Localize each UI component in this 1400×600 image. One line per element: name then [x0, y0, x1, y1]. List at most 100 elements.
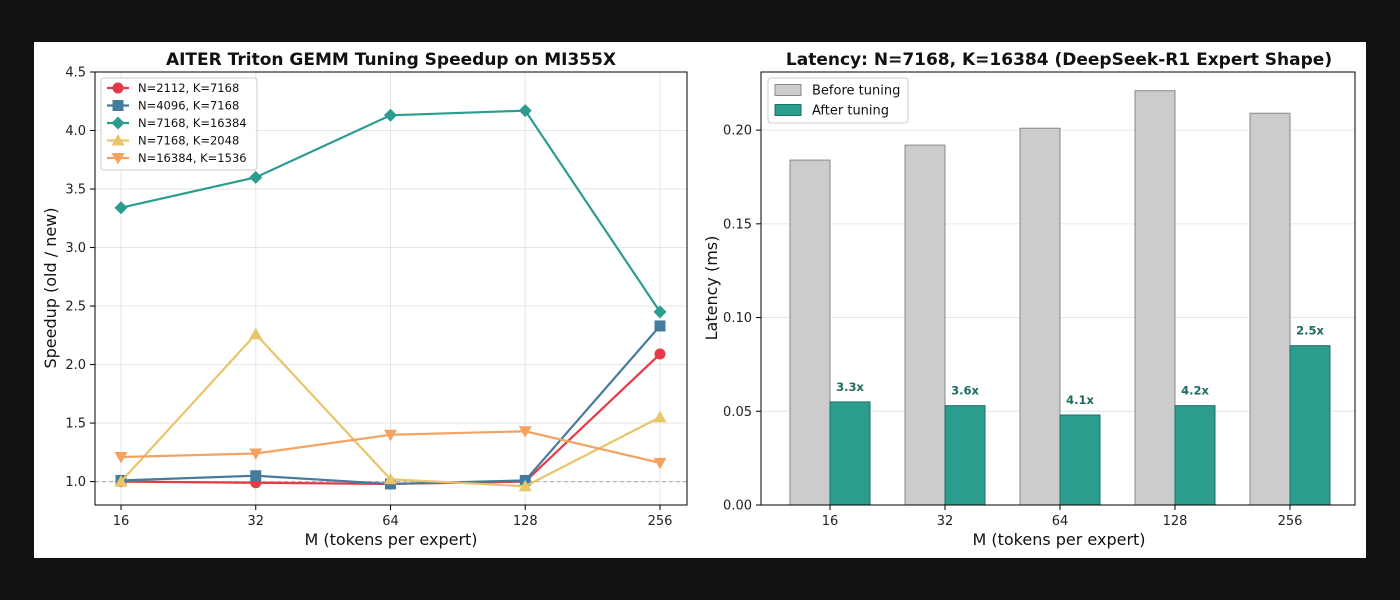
right-y-tick-label: 0.05	[723, 405, 752, 420]
left-data-point	[518, 104, 532, 118]
right-x-tick-label: 16	[822, 514, 839, 529]
right-y-tick-label: 0.00	[723, 499, 752, 514]
left-y-tick-label: 1.0	[65, 475, 86, 490]
left-data-point	[250, 470, 262, 482]
left-x-tick-label: 32	[247, 514, 264, 529]
left-legend-label: N=16384, K=1536	[138, 151, 247, 165]
right-legend-item: Before tuning	[774, 84, 900, 99]
left-legend-item: N=16384, K=1536	[107, 151, 247, 165]
left-y-tick-label: 2.0	[65, 358, 86, 373]
left-x-tick-label: 64	[382, 514, 399, 529]
after-tuning-bar	[944, 405, 986, 506]
left-data-point	[518, 479, 532, 492]
left-series-3	[114, 327, 667, 492]
left-y-tick-label: 3.5	[65, 183, 86, 198]
before-tuning-bar	[1019, 127, 1061, 506]
left-legend-item: N=7168, K=16384	[107, 116, 247, 130]
right-chart-title: Latency: N=7168, K=16384 (DeepSeek-R1 Ex…	[786, 50, 1332, 70]
before-tuning-bar	[904, 144, 946, 506]
left-y-axis-title: Speedup (old / new)	[41, 207, 60, 368]
left-data-point	[384, 108, 397, 122]
left-legend-marker	[112, 100, 124, 111]
left-x-axis-title: M (tokens per expert)	[304, 530, 477, 549]
left-series-2	[114, 104, 667, 319]
left-legend-item: N=4096, K=7168	[107, 99, 239, 113]
left-data-point	[384, 472, 397, 485]
left-x-tick-label: 256	[648, 514, 673, 529]
left-y-tick-label: 4.0	[65, 124, 86, 139]
left-legend-marker	[111, 116, 125, 130]
left-legend-label: N=7168, K=16384	[138, 116, 247, 130]
left-legend-label: N=4096, K=7168	[138, 99, 239, 113]
right-legend-label: Before tuning	[812, 84, 900, 99]
speedup-line-chart: AITER Triton GEMM Tuning Speedup on MI35…	[41, 50, 688, 549]
right-x-axis-title: M (tokens per expert)	[972, 530, 1145, 549]
left-series-4	[114, 426, 667, 470]
left-data-point	[249, 170, 263, 184]
left-axis-ticks: 1.0 1.5 2.0 2.5 3.0 3.5 4.0 4.5 16 32 64 128 256	[65, 66, 672, 530]
left-legend-marker	[112, 82, 124, 94]
right-y-axis-title: Latency (ms)	[702, 236, 721, 341]
left-data-point	[114, 452, 128, 464]
right-axis-ticks: 0.00 0.05 0.10 0.15 0.20 16 32 64 128 256	[723, 124, 1302, 529]
before-tuning-bar	[1134, 90, 1176, 506]
speedup-bar-label: 2.5x	[1296, 324, 1324, 338]
left-data-point	[384, 429, 397, 442]
after-tuning-bar	[1059, 414, 1101, 506]
left-data-point	[114, 475, 128, 487]
right-y-tick-label: 0.10	[723, 311, 752, 326]
left-gridlines	[95, 71, 687, 505]
right-y-tick-label: 0.15	[723, 217, 752, 232]
left-data-point	[653, 457, 667, 470]
left-data-point	[249, 327, 263, 340]
left-x-tick-label: 16	[113, 514, 130, 529]
speedup-bar-label: 3.6x	[951, 384, 979, 398]
left-data-point	[518, 426, 532, 438]
right-x-tick-label: 32	[937, 514, 954, 529]
left-data-point	[249, 448, 263, 461]
left-legend-box	[100, 77, 258, 171]
left-y-tick-label: 1.5	[65, 417, 86, 432]
left-data-point	[654, 348, 666, 360]
left-series-group	[114, 104, 667, 492]
speedup-bar-label: 3.3x	[836, 380, 864, 394]
right-x-tick-label: 128	[1163, 514, 1188, 529]
left-legend-item: N=2112, K=7168	[107, 81, 239, 95]
right-legend-label: After tuning	[812, 104, 889, 119]
speedup-bar-label: 4.1x	[1066, 393, 1094, 407]
right-plot-frame	[760, 71, 1356, 506]
left-chart-title: AITER Triton GEMM Tuning Speedup on MI35…	[166, 50, 616, 70]
right-legend-swatch	[774, 104, 802, 116]
left-x-tick-label: 128	[513, 514, 538, 529]
left-legend-label: N=2112, K=7168	[138, 81, 239, 95]
figure-canvas: AITER Triton GEMM Tuning Speedup on MI35…	[41, 50, 1356, 549]
left-data-point	[654, 320, 666, 332]
left-legend-marker	[111, 134, 125, 146]
left-legend-item: N=7168, K=2048	[107, 134, 239, 148]
speedup-bar-label: 4.2x	[1181, 384, 1209, 398]
left-y-tick-label: 4.5	[65, 66, 86, 81]
left-y-tick-label: 3.0	[65, 241, 86, 256]
latency-bar-chart: Latency: N=7168, K=16384 (DeepSeek-R1 Ex…	[702, 50, 1356, 549]
right-legend: Before tuning After tuning	[767, 77, 909, 124]
right-bars-group: 3.3x 3.6x 4.1x 4.2x 2.5x	[789, 90, 1331, 506]
left-data-point	[114, 201, 128, 215]
right-y-tick-label: 0.20	[723, 124, 752, 139]
after-tuning-bar	[1174, 405, 1216, 506]
after-tuning-bar	[1289, 345, 1331, 506]
right-legend-box	[767, 77, 909, 124]
left-legend-label: N=7168, K=2048	[138, 134, 239, 148]
after-tuning-bar	[829, 401, 871, 506]
left-y-tick-label: 2.5	[65, 300, 86, 315]
left-data-point	[653, 410, 667, 423]
right-x-tick-label: 256	[1278, 514, 1303, 529]
right-x-tick-label: 64	[1052, 514, 1069, 529]
before-tuning-bar	[1249, 112, 1291, 506]
right-legend-swatch	[774, 84, 802, 96]
before-tuning-bar	[789, 159, 831, 506]
figure: AITER Triton GEMM Tuning Speedup on MI35…	[34, 42, 1366, 558]
left-data-point	[653, 305, 667, 319]
left-legend: N=2112, K=7168 N=4096, K=7168 N=7168, K=16…	[100, 77, 258, 171]
left-legend-marker	[111, 153, 125, 165]
right-legend-item: After tuning	[774, 104, 889, 119]
